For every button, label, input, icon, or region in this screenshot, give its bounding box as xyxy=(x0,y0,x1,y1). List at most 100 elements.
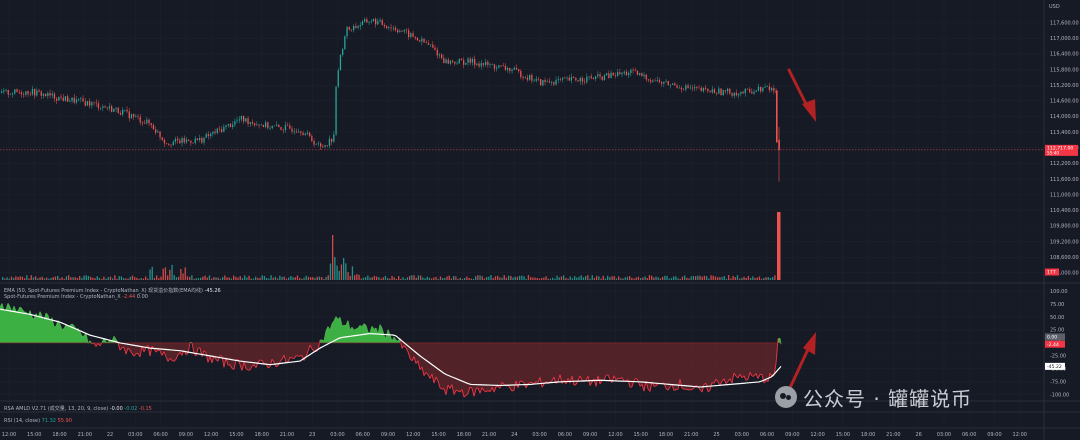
candle-body xyxy=(342,49,344,55)
volume-bar xyxy=(499,277,501,280)
time-axis[interactable]: 12:00 15:00 18:00 21:00 22 03:00 06:00 09:00 12:… xyxy=(2,432,1027,438)
volume-bar xyxy=(332,235,334,280)
volume-bar xyxy=(129,276,131,280)
volume-bar xyxy=(472,278,475,280)
premium-line-segment xyxy=(291,357,295,360)
candle-body xyxy=(388,27,390,29)
premium-line-segment xyxy=(369,326,373,333)
legend-rsi[interactable]: RSI (14, close) 71.32 55.90 xyxy=(4,418,72,424)
candle-body xyxy=(93,102,95,103)
candle-body xyxy=(212,131,214,134)
volume-bar xyxy=(347,272,349,280)
premium-area-negative xyxy=(442,342,444,390)
candle-body xyxy=(509,68,511,72)
premium-line-segment xyxy=(311,348,315,352)
volume-bar xyxy=(19,276,21,280)
candle-body xyxy=(623,71,625,73)
premium-area-negative xyxy=(474,342,476,397)
candle-body xyxy=(368,21,370,23)
premium-area-negative xyxy=(226,342,228,366)
time-tick-label: 18:00 xyxy=(457,432,471,438)
premium-area-negative xyxy=(248,342,250,371)
volume-bar xyxy=(296,275,299,280)
volume-bar xyxy=(2,277,4,280)
premium-line-segment xyxy=(527,381,531,385)
legend-ema[interactable]: EMA (50, Spot-Futures Premium Index - Cr… xyxy=(4,288,221,294)
volume-bar xyxy=(24,278,26,280)
premium-line-segment xyxy=(579,375,583,381)
premium-area-positive xyxy=(30,310,32,343)
candle-body xyxy=(718,88,720,94)
candle-body xyxy=(716,93,718,94)
volume-bar xyxy=(266,277,268,280)
premium-area-negative xyxy=(718,342,720,386)
legend-rsa[interactable]: RSA AMLD V2.71 (成交量, 13, 20, 9, close) -… xyxy=(4,406,152,412)
volume-bar xyxy=(224,275,226,280)
volume-bar xyxy=(725,278,728,280)
candle-body xyxy=(1,91,3,93)
candle-body xyxy=(5,89,7,91)
volume-bar xyxy=(769,277,772,280)
volume-bar xyxy=(670,277,673,280)
volume-bar xyxy=(329,263,332,280)
premium-line-segment xyxy=(249,365,253,371)
premium-area-negative xyxy=(454,342,456,395)
premium-line-segment xyxy=(589,381,593,386)
premium-area-negative xyxy=(538,342,540,383)
volume-bar xyxy=(428,277,431,280)
premium-area-negative xyxy=(696,342,698,387)
premium-line-segment xyxy=(43,312,47,322)
premium-line-segment xyxy=(161,351,165,356)
currency-label: USD xyxy=(1049,4,1060,10)
volume-badge-text: 177 xyxy=(1047,270,1056,276)
premium-line-segment xyxy=(349,326,353,331)
volume-bar xyxy=(527,275,530,280)
candle-body xyxy=(95,102,97,104)
candle-body xyxy=(375,18,377,25)
premium-area-positive xyxy=(360,325,362,343)
volume-bar xyxy=(294,277,296,280)
candle-body xyxy=(478,63,480,67)
candle-body xyxy=(298,131,300,133)
candle-body xyxy=(612,72,614,76)
volume-bar xyxy=(534,277,536,280)
candle-body xyxy=(529,74,531,80)
premium-area-positive xyxy=(46,313,48,343)
legend-premium[interactable]: Spot-Futures Premium Index - CryptoNatha… xyxy=(4,294,148,300)
premium-area-positive xyxy=(72,323,74,343)
volume-bar xyxy=(406,277,409,280)
volume-bar xyxy=(43,278,46,280)
volume-bar xyxy=(745,277,747,280)
volume-bar xyxy=(642,277,644,280)
candle-body xyxy=(23,94,25,95)
premium-line-segment xyxy=(457,390,461,393)
premium-area-negative xyxy=(472,342,474,397)
premium-area-negative xyxy=(286,342,288,363)
volume-bar xyxy=(285,278,288,280)
premium-line-segment xyxy=(493,386,497,393)
candle-body xyxy=(306,132,309,134)
price-tick-label: 116,400.00 xyxy=(1050,52,1079,58)
candle-body xyxy=(113,108,115,112)
premium-line-segment xyxy=(293,355,297,359)
candle-body xyxy=(170,144,172,146)
volume-bar xyxy=(422,277,424,280)
volume-bar xyxy=(677,278,679,280)
volume-bar xyxy=(413,275,415,280)
volume-bar xyxy=(558,277,560,280)
candle-body xyxy=(463,60,465,65)
premium-line-segment xyxy=(489,387,493,393)
candle-body xyxy=(511,69,513,72)
premium-area-negative xyxy=(748,342,750,380)
premium-area-negative xyxy=(236,342,238,360)
volume-bar xyxy=(439,276,442,280)
volume-bar xyxy=(743,276,745,280)
volume-bar xyxy=(200,277,202,280)
time-tick-label: 06:00 xyxy=(356,432,370,438)
volume-bar xyxy=(217,277,219,280)
premium-line-segment xyxy=(147,345,151,357)
premium-line-segment xyxy=(745,378,749,381)
premium-area-positive xyxy=(42,316,44,343)
time-tick-label: 21:00 xyxy=(684,432,698,438)
